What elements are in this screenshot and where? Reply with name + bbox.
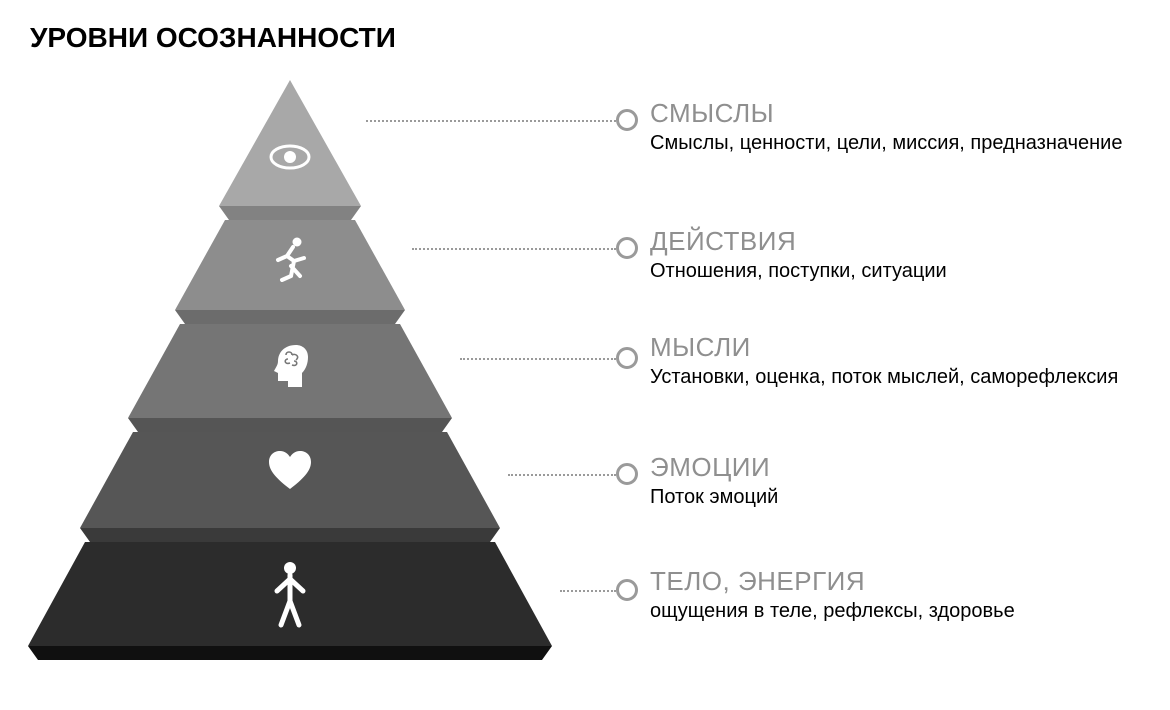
label-desc-body: ощущения в теле, рефлексы, здоровье xyxy=(650,599,1015,624)
connector-actions xyxy=(412,248,616,250)
label-desc-thoughts: Установки, оценка, поток мыслей, самореф… xyxy=(650,365,1118,390)
label-emotions: ЭМОЦИИПоток эмоций xyxy=(650,452,778,510)
label-title-body: ТЕЛО, ЭНЕРГИЯ xyxy=(650,566,1015,597)
label-desc-emotions: Поток эмоций xyxy=(650,485,778,510)
connector-emotions xyxy=(508,474,616,476)
label-meanings: СМЫСЛЫСмыслы, ценности, цели, миссия, пр… xyxy=(650,98,1122,156)
label-title-thoughts: МЫСЛИ xyxy=(650,332,1118,363)
connector-body xyxy=(560,590,616,592)
label-title-emotions: ЭМОЦИИ xyxy=(650,452,778,483)
runner-icon xyxy=(270,236,310,282)
label-thoughts: МЫСЛИУстановки, оценка, поток мыслей, са… xyxy=(650,332,1118,390)
label-desc-actions: Отношения, поступки, ситуации xyxy=(650,259,947,284)
label-actions: ДЕЙСТВИЯОтношения, поступки, ситуации xyxy=(650,226,947,284)
head-brain-icon xyxy=(266,341,314,389)
pyramid-level-emotions xyxy=(80,432,500,542)
label-title-actions: ДЕЙСТВИЯ xyxy=(650,226,947,257)
ring-body xyxy=(616,579,638,601)
ring-meanings xyxy=(616,109,638,131)
pyramid-container xyxy=(20,80,560,680)
ring-actions xyxy=(616,237,638,259)
label-desc-meanings: Смыслы, ценности, цели, миссия, предназн… xyxy=(650,131,1122,156)
eye-icon xyxy=(269,143,311,171)
person-icon xyxy=(273,561,307,629)
heart-icon xyxy=(267,449,313,491)
connector-thoughts xyxy=(460,358,616,360)
label-title-meanings: СМЫСЛЫ xyxy=(650,98,1122,129)
pyramid-level-thoughts xyxy=(128,324,452,432)
pyramid-level-actions xyxy=(175,220,405,324)
ring-emotions xyxy=(616,463,638,485)
ring-thoughts xyxy=(616,347,638,369)
page-title: УРОВНИ ОСОЗНАННОСТИ xyxy=(30,22,396,54)
pyramid-level-body xyxy=(28,542,552,660)
label-body: ТЕЛО, ЭНЕРГИЯощущения в теле, рефлексы, … xyxy=(650,566,1015,624)
connector-meanings xyxy=(366,120,616,122)
pyramid-level-meanings xyxy=(219,80,361,220)
